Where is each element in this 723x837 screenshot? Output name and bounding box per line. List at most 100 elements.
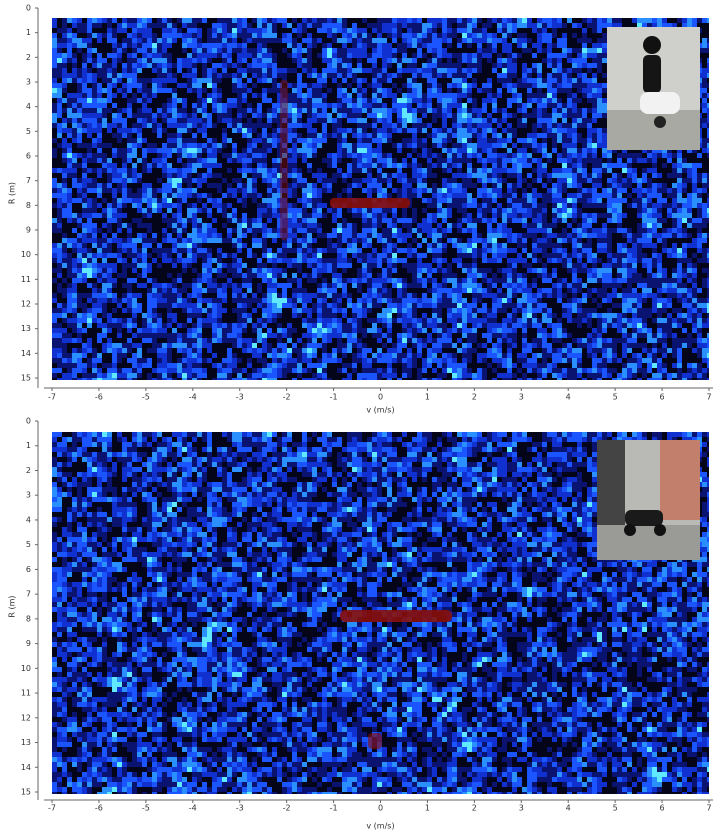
- heatmap-cell: [137, 198, 142, 203]
- heatmap-cell: [237, 43, 242, 48]
- heatmap-cell: [107, 143, 112, 148]
- heatmap-cell: [242, 233, 247, 238]
- heatmap-cell: [167, 223, 172, 228]
- heatmap-cell: [107, 163, 112, 168]
- heatmap-cell: [427, 173, 432, 178]
- heatmap-cell: [372, 138, 377, 143]
- heatmap-cell: [427, 18, 432, 23]
- heatmap-cell: [142, 28, 147, 33]
- heatmap-cell: [357, 178, 362, 183]
- heatmap-cell: [492, 128, 497, 133]
- heatmap-cell: [552, 108, 557, 113]
- heatmap-cell: [97, 108, 102, 113]
- heatmap-cell: [402, 183, 407, 188]
- heatmap-cell: [322, 188, 327, 193]
- heatmap-cell: [177, 33, 182, 38]
- heatmap-cell: [362, 18, 367, 23]
- heatmap-cell: [102, 258, 107, 263]
- heatmap-cell: [207, 123, 212, 128]
- heatmap-cell: [347, 103, 352, 108]
- heatmap-cell: [432, 218, 437, 223]
- heatmap-cell: [112, 38, 117, 43]
- heatmap-cell: [662, 183, 667, 188]
- heatmap-cell: [192, 138, 197, 143]
- heatmap-cell: [392, 218, 397, 223]
- heatmap-cell: [52, 228, 57, 233]
- heatmap-cell: [647, 203, 652, 208]
- heatmap-cell: [172, 73, 177, 78]
- heatmap-cell: [72, 128, 77, 133]
- heatmap-cell: [107, 18, 112, 23]
- heatmap-cell: [92, 63, 97, 68]
- heatmap-cell: [292, 48, 297, 53]
- heatmap-cell: [252, 128, 257, 133]
- heatmap-cell: [347, 223, 352, 228]
- heatmap-cell: [577, 178, 582, 183]
- heatmap-cell: [552, 148, 557, 153]
- heatmap-cell: [482, 118, 487, 123]
- heatmap-cell: [507, 43, 512, 48]
- heatmap-cell: [487, 208, 492, 213]
- heatmap-cell: [362, 228, 367, 233]
- heatmap-cell: [402, 93, 407, 98]
- heatmap-cell: [422, 68, 427, 73]
- heatmap-cell: [442, 243, 447, 248]
- heatmap-cell: [97, 53, 102, 58]
- heatmap-cell: [197, 143, 202, 148]
- heatmap-cell: [507, 153, 512, 158]
- heatmap-cell: [562, 168, 567, 173]
- heatmap-cell: [267, 258, 272, 263]
- heatmap-cell: [312, 88, 317, 93]
- heatmap-cell: [452, 33, 457, 38]
- heatmap-cell: [467, 88, 472, 93]
- heatmap-cell: [437, 33, 442, 38]
- heatmap-cell: [107, 243, 112, 248]
- heatmap-cell: [252, 63, 257, 68]
- heatmap-cell: [617, 253, 622, 258]
- heatmap-cell: [72, 173, 77, 178]
- heatmap-cell: [507, 133, 512, 138]
- heatmap-cell: [412, 33, 417, 38]
- heatmap-cell: [187, 188, 192, 193]
- heatmap-cell: [282, 233, 287, 238]
- heatmap-cell: [432, 83, 437, 88]
- heatmap-cell: [542, 103, 547, 108]
- heatmap-cell: [262, 63, 267, 68]
- heatmap-cell: [397, 33, 402, 38]
- heatmap-cell: [337, 138, 342, 143]
- heatmap-cell: [577, 73, 582, 78]
- heatmap-cell: [107, 23, 112, 28]
- heatmap-cell: [102, 253, 107, 258]
- heatmap-cell: [372, 133, 377, 138]
- heatmap-cell: [357, 103, 362, 108]
- heatmap-cell: [262, 48, 267, 53]
- heatmap-cell: [597, 58, 602, 63]
- heatmap-cell: [482, 108, 487, 113]
- heatmap-cell: [567, 238, 572, 243]
- heatmap-cell: [227, 238, 232, 243]
- heatmap-cell: [557, 233, 562, 238]
- heatmap-cell: [142, 148, 147, 153]
- heatmap-cell: [127, 38, 132, 43]
- heatmap-cell: [617, 208, 622, 213]
- heatmap-cell: [152, 68, 157, 73]
- heatmap-cell: [337, 143, 342, 148]
- heatmap-cell: [332, 38, 337, 43]
- heatmap-cell: [257, 268, 262, 273]
- heatmap-cell: [602, 128, 607, 133]
- heatmap-cell: [107, 183, 112, 188]
- heatmap-cell: [592, 128, 597, 133]
- heatmap-cell: [467, 33, 472, 38]
- heatmap-cell: [367, 148, 372, 153]
- heatmap-cell: [667, 193, 672, 198]
- heatmap-cell: [327, 268, 332, 273]
- heatmap-cell: [422, 23, 427, 28]
- heatmap-cell: [532, 218, 537, 223]
- heatmap-cell: [122, 73, 127, 78]
- heatmap-cell: [147, 118, 152, 123]
- heatmap-cell: [342, 28, 347, 33]
- heatmap-cell: [62, 78, 67, 83]
- heatmap-cell: [617, 193, 622, 198]
- heatmap-cell: [167, 258, 172, 263]
- heatmap-cell: [522, 248, 527, 253]
